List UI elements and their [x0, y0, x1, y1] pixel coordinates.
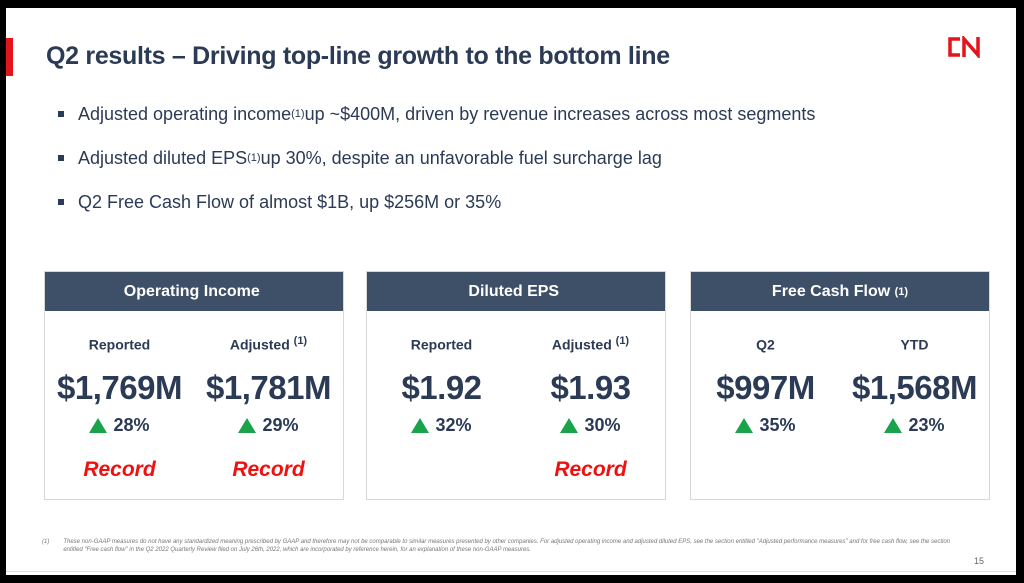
metric-change: 28% — [113, 415, 150, 435]
metric-change: 32% — [435, 415, 472, 435]
footnote-ref: (1) — [291, 108, 305, 120]
record-label — [691, 458, 840, 484]
slide: Q2 results – Driving top-line growth to … — [6, 8, 1016, 575]
card-header: Diluted EPS — [367, 272, 665, 311]
record-label: Record — [232, 458, 305, 481]
metric-column: Q2 $997M 35% — [691, 311, 840, 484]
up-arrow-icon — [89, 418, 108, 433]
accent-bar — [6, 38, 13, 76]
card-title: Operating Income — [123, 282, 260, 300]
record-label: Record — [83, 458, 156, 481]
metric-label: Reported — [88, 336, 151, 353]
bullet-text: Adjusted operating income — [78, 103, 292, 124]
metric-card: Operating Income Reported $1,769M 28% Re… — [44, 271, 344, 500]
cn-logo — [948, 36, 980, 58]
bullet-item: Adjusted diluted EPS (1) up 30%, despite … — [58, 148, 815, 168]
up-arrow-icon — [735, 418, 754, 433]
record-label — [367, 458, 516, 484]
record-label: Record — [554, 458, 627, 481]
footnote-ref: (1) — [293, 335, 308, 347]
bullet-text: Adjusted diluted EPS — [78, 147, 248, 168]
bullet-icon — [58, 111, 64, 117]
metric-label: Adjusted — [229, 336, 290, 353]
metric-label: Adjusted — [551, 336, 612, 353]
metric-label: YTD — [900, 336, 929, 353]
metric-change: 29% — [262, 415, 299, 435]
card-header: Free Cash Flow (1) — [691, 272, 989, 311]
metric-label: Reported — [410, 336, 473, 353]
metric-value: $1,568M — [852, 369, 977, 406]
page-title: Q2 results – Driving top-line growth to … — [46, 42, 670, 70]
page-number: 15 — [974, 556, 985, 566]
bullet-icon — [58, 199, 64, 205]
metric-change: 35% — [759, 415, 796, 435]
metric-column: Adjusted (1) $1,781M 29% Record — [194, 311, 343, 484]
footnote-text: These non-GAAP measures do not have any … — [63, 539, 950, 553]
bullet-text: up 30%, despite an unfavorable fuel surc… — [260, 147, 662, 168]
footnote-mark: (1) — [42, 539, 50, 545]
card-header: Operating Income — [45, 272, 343, 311]
metric-value: $1,781M — [206, 369, 331, 406]
metric-value: $1,769M — [57, 369, 182, 406]
metric-value: $1.92 — [401, 369, 482, 406]
metric-label: Q2 — [756, 336, 775, 353]
metric-value: $997M — [716, 369, 815, 406]
record-label — [840, 458, 989, 484]
footnote-ref: (1) — [894, 285, 909, 298]
bullet-item: Q2 Free Cash Flow of almost $1B, up $256… — [58, 192, 815, 212]
metric-column: YTD $1,568M 23% — [840, 311, 989, 484]
footnote: (1) These non-GAAP measures do not have a… — [42, 538, 962, 554]
up-arrow-icon — [884, 418, 903, 433]
card-title: Free Cash Flow — [771, 282, 891, 300]
metric-value: $1.93 — [550, 369, 631, 406]
divider — [6, 571, 1016, 572]
footnote-ref: (1) — [615, 335, 630, 347]
up-arrow-icon — [411, 418, 430, 433]
metric-column: Adjusted (1) $1.93 30% Record — [516, 311, 665, 484]
bullet-list: Adjusted operating income (1) up ~$400M, … — [58, 104, 815, 236]
metric-column: Reported $1,769M 28% Record — [45, 311, 194, 484]
bullet-item: Adjusted operating income (1) up ~$400M, … — [58, 104, 815, 124]
up-arrow-icon — [560, 418, 579, 433]
up-arrow-icon — [238, 418, 257, 433]
bullet-icon — [58, 155, 64, 161]
footnote-ref: (1) — [247, 152, 261, 164]
metric-card: Free Cash Flow (1) Q2 $997M 35% YTD $1,5… — [690, 271, 990, 500]
metric-change: 23% — [908, 415, 945, 435]
metric-column: Reported $1.92 32% — [367, 311, 516, 484]
bullet-text: Q2 Free Cash Flow of almost $1B, up $256… — [78, 191, 502, 212]
card-title: Diluted EPS — [468, 282, 560, 300]
bullet-text: up ~$400M, driven by revenue increases a… — [304, 103, 816, 124]
metric-change: 30% — [584, 415, 621, 435]
metric-card: Diluted EPS Reported $1.92 32% Adjusted … — [366, 271, 666, 500]
